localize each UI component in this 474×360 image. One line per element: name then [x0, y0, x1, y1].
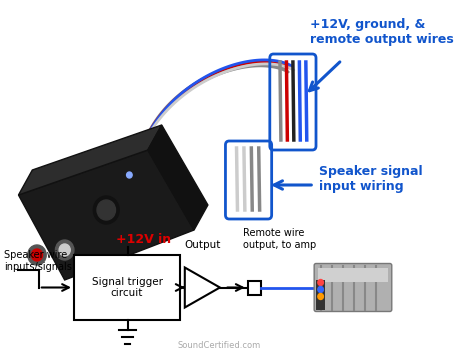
Bar [318, 267, 388, 282]
Text: +12V in: +12V in [117, 233, 172, 246]
Polygon shape [18, 150, 194, 280]
Polygon shape [148, 125, 208, 230]
Circle shape [55, 240, 74, 260]
Bar [74, 255, 180, 320]
Circle shape [318, 287, 323, 292]
FancyBboxPatch shape [314, 264, 392, 311]
Circle shape [318, 293, 323, 300]
Circle shape [59, 244, 70, 256]
Text: Output: Output [184, 240, 220, 250]
Circle shape [97, 200, 116, 220]
Circle shape [318, 279, 323, 285]
Bar [316, 280, 325, 310]
Text: Signal trigger
circuit: Signal trigger circuit [91, 277, 163, 298]
Bar [247, 280, 261, 294]
Text: +12V, ground, &
remote output wires: +12V, ground, & remote output wires [310, 18, 453, 46]
Text: SoundCertified.com: SoundCertified.com [177, 341, 261, 350]
Circle shape [31, 249, 43, 261]
Circle shape [93, 196, 119, 224]
Circle shape [27, 245, 46, 265]
Polygon shape [185, 267, 220, 307]
Polygon shape [18, 125, 162, 195]
Text: Speaker signal
input wiring: Speaker signal input wiring [319, 165, 422, 193]
Circle shape [127, 172, 132, 178]
Text: Speaker wire
inputs/signals: Speaker wire inputs/signals [4, 250, 72, 271]
Text: Remote wire
output, to amp: Remote wire output, to amp [243, 228, 316, 250]
